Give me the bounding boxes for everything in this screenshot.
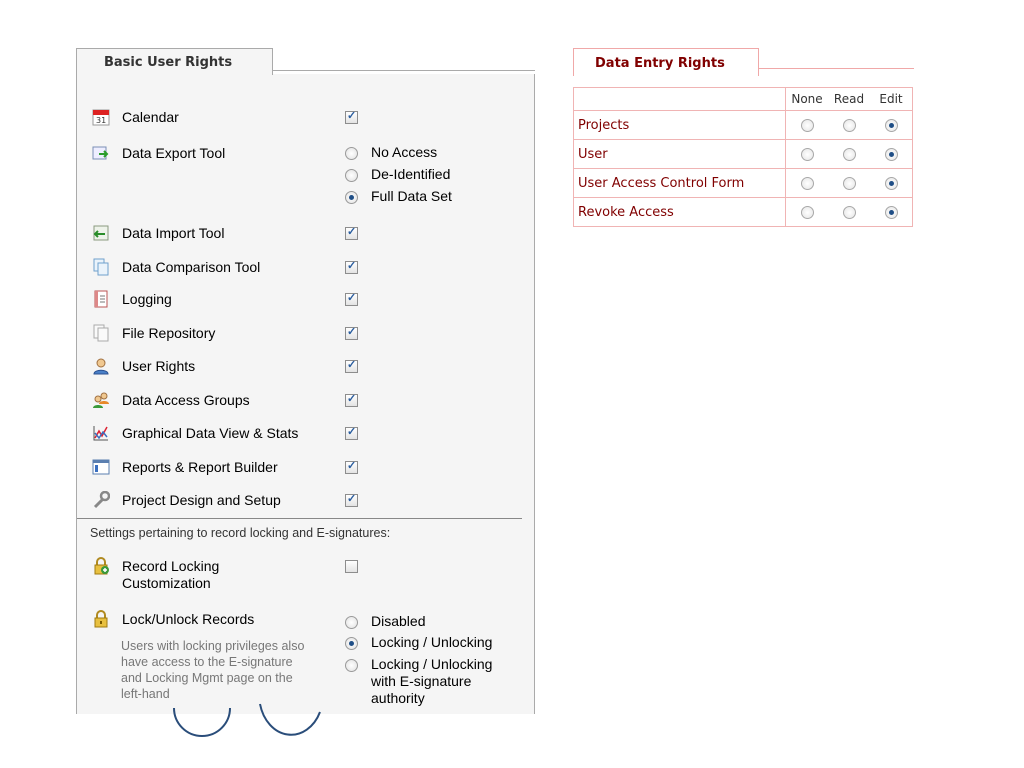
right-row-data-import: Data Import Tool ✓ [77, 224, 534, 244]
decorative-arcs [173, 703, 321, 737]
user-rights-checkbox[interactable]: ✓ [345, 359, 358, 373]
table-header-blank [573, 87, 786, 111]
locking-settings-note: Settings pertaining to record locking an… [90, 526, 391, 540]
revoke-none-radio[interactable] [786, 205, 828, 220]
tab-divider-line [758, 68, 914, 69]
logging-label: Logging [122, 291, 172, 307]
reports-label: Reports & Report Builder [122, 459, 278, 475]
import-icon [92, 224, 110, 242]
wrench-icon [92, 490, 111, 509]
graphical-checkbox[interactable]: ✓ [345, 426, 358, 440]
header-edit: Edit [879, 92, 903, 106]
right-row-project-design: Project Design and Setup ✓ [77, 490, 534, 511]
data-access-groups-label: Data Access Groups [122, 392, 250, 408]
export-icon [92, 144, 110, 162]
lock-unlock-description: Users with locking privileges also have … [121, 639, 305, 701]
right-row-reports: Reports & Report Builder ✓ [77, 458, 534, 478]
report-icon [92, 458, 110, 476]
chart-icon [92, 424, 110, 442]
tab-divider-line [272, 70, 535, 71]
right-row-data-comparison: Data Comparison Tool ✓ [77, 258, 534, 278]
projects-none-radio[interactable] [786, 118, 828, 133]
right-row-calendar: 31 Calendar ✓ [77, 108, 534, 128]
users-group-icon [92, 391, 110, 409]
right-row-graphical: Graphical Data View & Stats ✓ [77, 424, 534, 444]
user-rights-label: User Rights [122, 358, 196, 374]
calendar-label: Calendar [122, 109, 179, 125]
user-edit-radio[interactable] [870, 147, 912, 162]
svg-text:31: 31 [96, 116, 106, 125]
right-row-file-repository: File Repository ✓ [77, 324, 534, 344]
project-design-checkbox[interactable]: ✓ [345, 493, 358, 507]
calendar-icon: 31 [92, 108, 110, 126]
data-comparison-label: Data Comparison Tool [122, 259, 261, 275]
data-access-groups-checkbox[interactable]: ✓ [345, 393, 358, 407]
right-row-record-locking: Record Locking Customization [77, 557, 534, 597]
graphical-label: Graphical Data View & Stats [122, 425, 299, 441]
data-comparison-checkbox[interactable]: ✓ [345, 260, 358, 274]
logging-icon [92, 290, 110, 308]
row-name-user: User [573, 139, 786, 169]
table-header-options: None Read Edit [785, 87, 913, 111]
header-none: None [791, 92, 823, 106]
file-repository-label: File Repository [122, 325, 216, 341]
uacf-none-radio[interactable] [786, 176, 828, 191]
right-row-user-rights: User Rights ✓ [77, 357, 534, 377]
data-entry-rights-table: None Read Edit Projects User User Access C… [573, 87, 913, 227]
uacf-edit-radio[interactable] [870, 176, 912, 191]
data-import-label: Data Import Tool [122, 225, 225, 241]
basic-user-rights-panel: 31 Calendar ✓ Data Export Tool No Access… [76, 74, 535, 714]
project-design-label: Project Design and Setup [122, 492, 281, 508]
revoke-edit-radio[interactable] [870, 205, 912, 220]
calendar-checkbox[interactable]: ✓ [345, 110, 358, 124]
revoke-read-radio[interactable] [828, 205, 870, 220]
header-read: Read [833, 92, 865, 106]
lock-unlock-label: Lock/Unlock Records [122, 611, 255, 627]
record-locking-checkbox[interactable] [345, 560, 358, 573]
table-row: Projects [573, 110, 913, 140]
row-name-projects: Projects [573, 110, 786, 140]
projects-read-radio[interactable] [828, 118, 870, 133]
table-row: Revoke Access [573, 197, 913, 227]
lock-icon [92, 610, 110, 628]
projects-edit-radio[interactable] [870, 118, 912, 133]
record-locking-label: Record Locking Customization [122, 558, 220, 591]
right-row-data-export: Data Export Tool No Access De-Identified… [77, 144, 534, 210]
reports-checkbox[interactable]: ✓ [345, 460, 358, 474]
row-name-user-access-control-form: User Access Control Form [573, 168, 786, 198]
user-icon [92, 357, 110, 375]
table-row: User Access Control Form [573, 168, 913, 198]
data-export-label: Data Export Tool [122, 145, 226, 161]
tab-data-entry-rights[interactable]: Data Entry Rights [573, 48, 759, 76]
file-repository-icon [92, 324, 110, 342]
tab-basic-user-rights[interactable]: Basic User Rights [76, 48, 273, 75]
user-none-radio[interactable] [786, 147, 828, 162]
section-divider [77, 518, 522, 519]
right-row-lock-unlock: Lock/Unlock Records Disabled Locking / U… [77, 610, 534, 714]
table-header-row: None Read Edit [573, 87, 913, 111]
file-repository-checkbox[interactable]: ✓ [345, 326, 358, 340]
table-row: User [573, 139, 913, 169]
lock-add-icon [92, 557, 110, 575]
data-import-checkbox[interactable]: ✓ [345, 226, 358, 240]
compare-icon [92, 258, 110, 276]
logging-checkbox[interactable]: ✓ [345, 292, 358, 306]
row-name-revoke-access: Revoke Access [573, 197, 786, 227]
right-row-data-access-groups: Data Access Groups ✓ [77, 391, 534, 411]
right-row-logging: Logging ✓ [77, 290, 534, 310]
user-read-radio[interactable] [828, 147, 870, 162]
uacf-read-radio[interactable] [828, 176, 870, 191]
